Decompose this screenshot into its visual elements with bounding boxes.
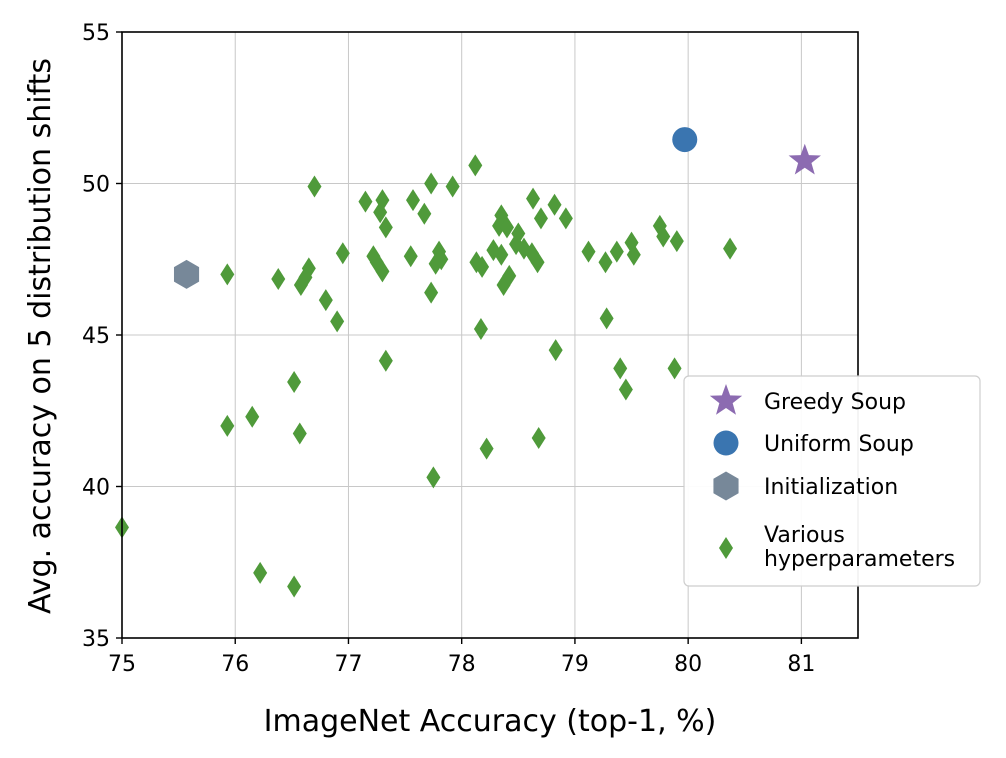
hyperparameter-point — [378, 216, 393, 239]
initialization-point — [173, 259, 200, 289]
hyperparameter-point — [378, 349, 393, 372]
hyperparameter-point — [613, 357, 628, 380]
legend-label: Initialization — [764, 475, 898, 500]
hyperparameter-point — [403, 245, 418, 268]
hyperparameter-point — [723, 237, 738, 260]
x-tick-label: 77 — [334, 652, 362, 677]
hyperparameter-point — [531, 427, 546, 450]
hyperparameter-point — [581, 240, 596, 263]
hyperparameter-point — [547, 193, 562, 216]
hyperparameter-point — [424, 172, 439, 195]
legend-label: Uniform Soup — [764, 432, 914, 457]
hyperparameter-point — [375, 189, 390, 212]
hyperparameter-point — [358, 190, 373, 213]
hyperparameter-point — [245, 405, 260, 428]
legend-marker — [709, 384, 743, 415]
legend-marker — [713, 471, 739, 501]
hyperparameter-point — [468, 154, 483, 177]
legend: Greedy Soup Uniform Soup Initialization Var… — [683, 375, 981, 587]
hyperparameter-point — [417, 202, 432, 225]
x-tick-label: 80 — [674, 652, 702, 677]
legend-box — [683, 375, 981, 587]
axis-ticks: 75 76 77 78 79 80 81 35 40 45 50 55 — [82, 21, 815, 677]
x-tick-label: 75 — [108, 652, 136, 677]
hyperparameter-point — [473, 317, 488, 340]
hyperparameter-point — [292, 422, 307, 445]
x-tick-label: 81 — [787, 652, 815, 677]
legend-marker — [713, 430, 739, 456]
hyperparameter-point — [618, 378, 633, 401]
y-tick-label: 45 — [82, 324, 110, 349]
hyperparameter-point — [548, 339, 563, 362]
y-tick-label: 50 — [82, 173, 110, 198]
hyperparameter-point — [499, 216, 514, 239]
y-tick-label: 55 — [82, 21, 110, 46]
hyperparameter-point — [220, 414, 235, 437]
hyperparameter-point — [599, 307, 614, 330]
hyperparameter-point — [479, 437, 494, 460]
hyperparameter-point — [287, 575, 302, 598]
hyperparameter-point — [335, 242, 350, 265]
hyperparameter-point — [669, 230, 684, 253]
hyperparameter-point — [558, 207, 573, 230]
hyperparameter-point — [287, 370, 302, 393]
hyperparameter-point — [424, 281, 439, 304]
hyperparameter-point — [220, 263, 235, 286]
x-tick-label: 76 — [221, 652, 249, 677]
greedy-soup-point — [788, 143, 821, 175]
hyperparameter-point — [406, 189, 421, 212]
hyperparameter-point — [533, 207, 548, 230]
hyperparameter-point — [307, 175, 322, 198]
hyperparameter-point — [598, 251, 613, 274]
hyperparameter-point — [434, 248, 449, 271]
hyperparameter-point — [445, 175, 460, 198]
y-axis-title: Avg. accuracy on 5 distribution shifts — [23, 58, 58, 614]
data-points — [115, 127, 821, 598]
hyperparameter-point — [426, 466, 441, 489]
y-tick-label: 40 — [82, 476, 110, 501]
hyperparameter-point — [656, 225, 671, 248]
legend-label: Various — [764, 523, 845, 548]
hyperparameter-point — [475, 255, 490, 278]
legend-label: hyperparameters — [764, 547, 955, 572]
uniform-soup-point — [672, 127, 698, 153]
x-tick-label: 78 — [448, 652, 476, 677]
hyperparameter-point — [494, 243, 509, 266]
hyperparameter-point — [511, 222, 526, 245]
hyperparameter-point — [330, 310, 345, 333]
legend-marker — [719, 537, 733, 559]
y-tick-label: 35 — [82, 627, 110, 652]
hyperparameter-point — [667, 357, 682, 380]
hyperparameter-point — [253, 561, 268, 584]
hyperparameter-point — [375, 260, 390, 283]
hyperparameter-point — [318, 289, 333, 312]
hyperparameter-point — [526, 187, 541, 210]
x-tick-label: 79 — [561, 652, 589, 677]
hyperparameter-point — [271, 267, 286, 290]
x-axis-title: ImageNet Accuracy (top-1, %) — [264, 704, 717, 739]
legend-label: Greedy Soup — [764, 390, 906, 415]
hyperparameter-point — [626, 243, 641, 266]
hyperparameter-point — [502, 264, 517, 287]
hyperparameter-point — [609, 240, 624, 263]
hyperparameter-point — [530, 251, 545, 274]
hyperparameter-point — [301, 257, 316, 280]
